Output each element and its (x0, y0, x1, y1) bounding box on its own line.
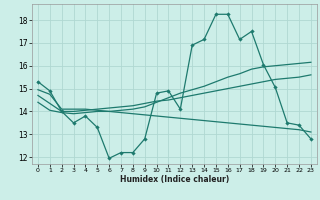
X-axis label: Humidex (Indice chaleur): Humidex (Indice chaleur) (120, 175, 229, 184)
